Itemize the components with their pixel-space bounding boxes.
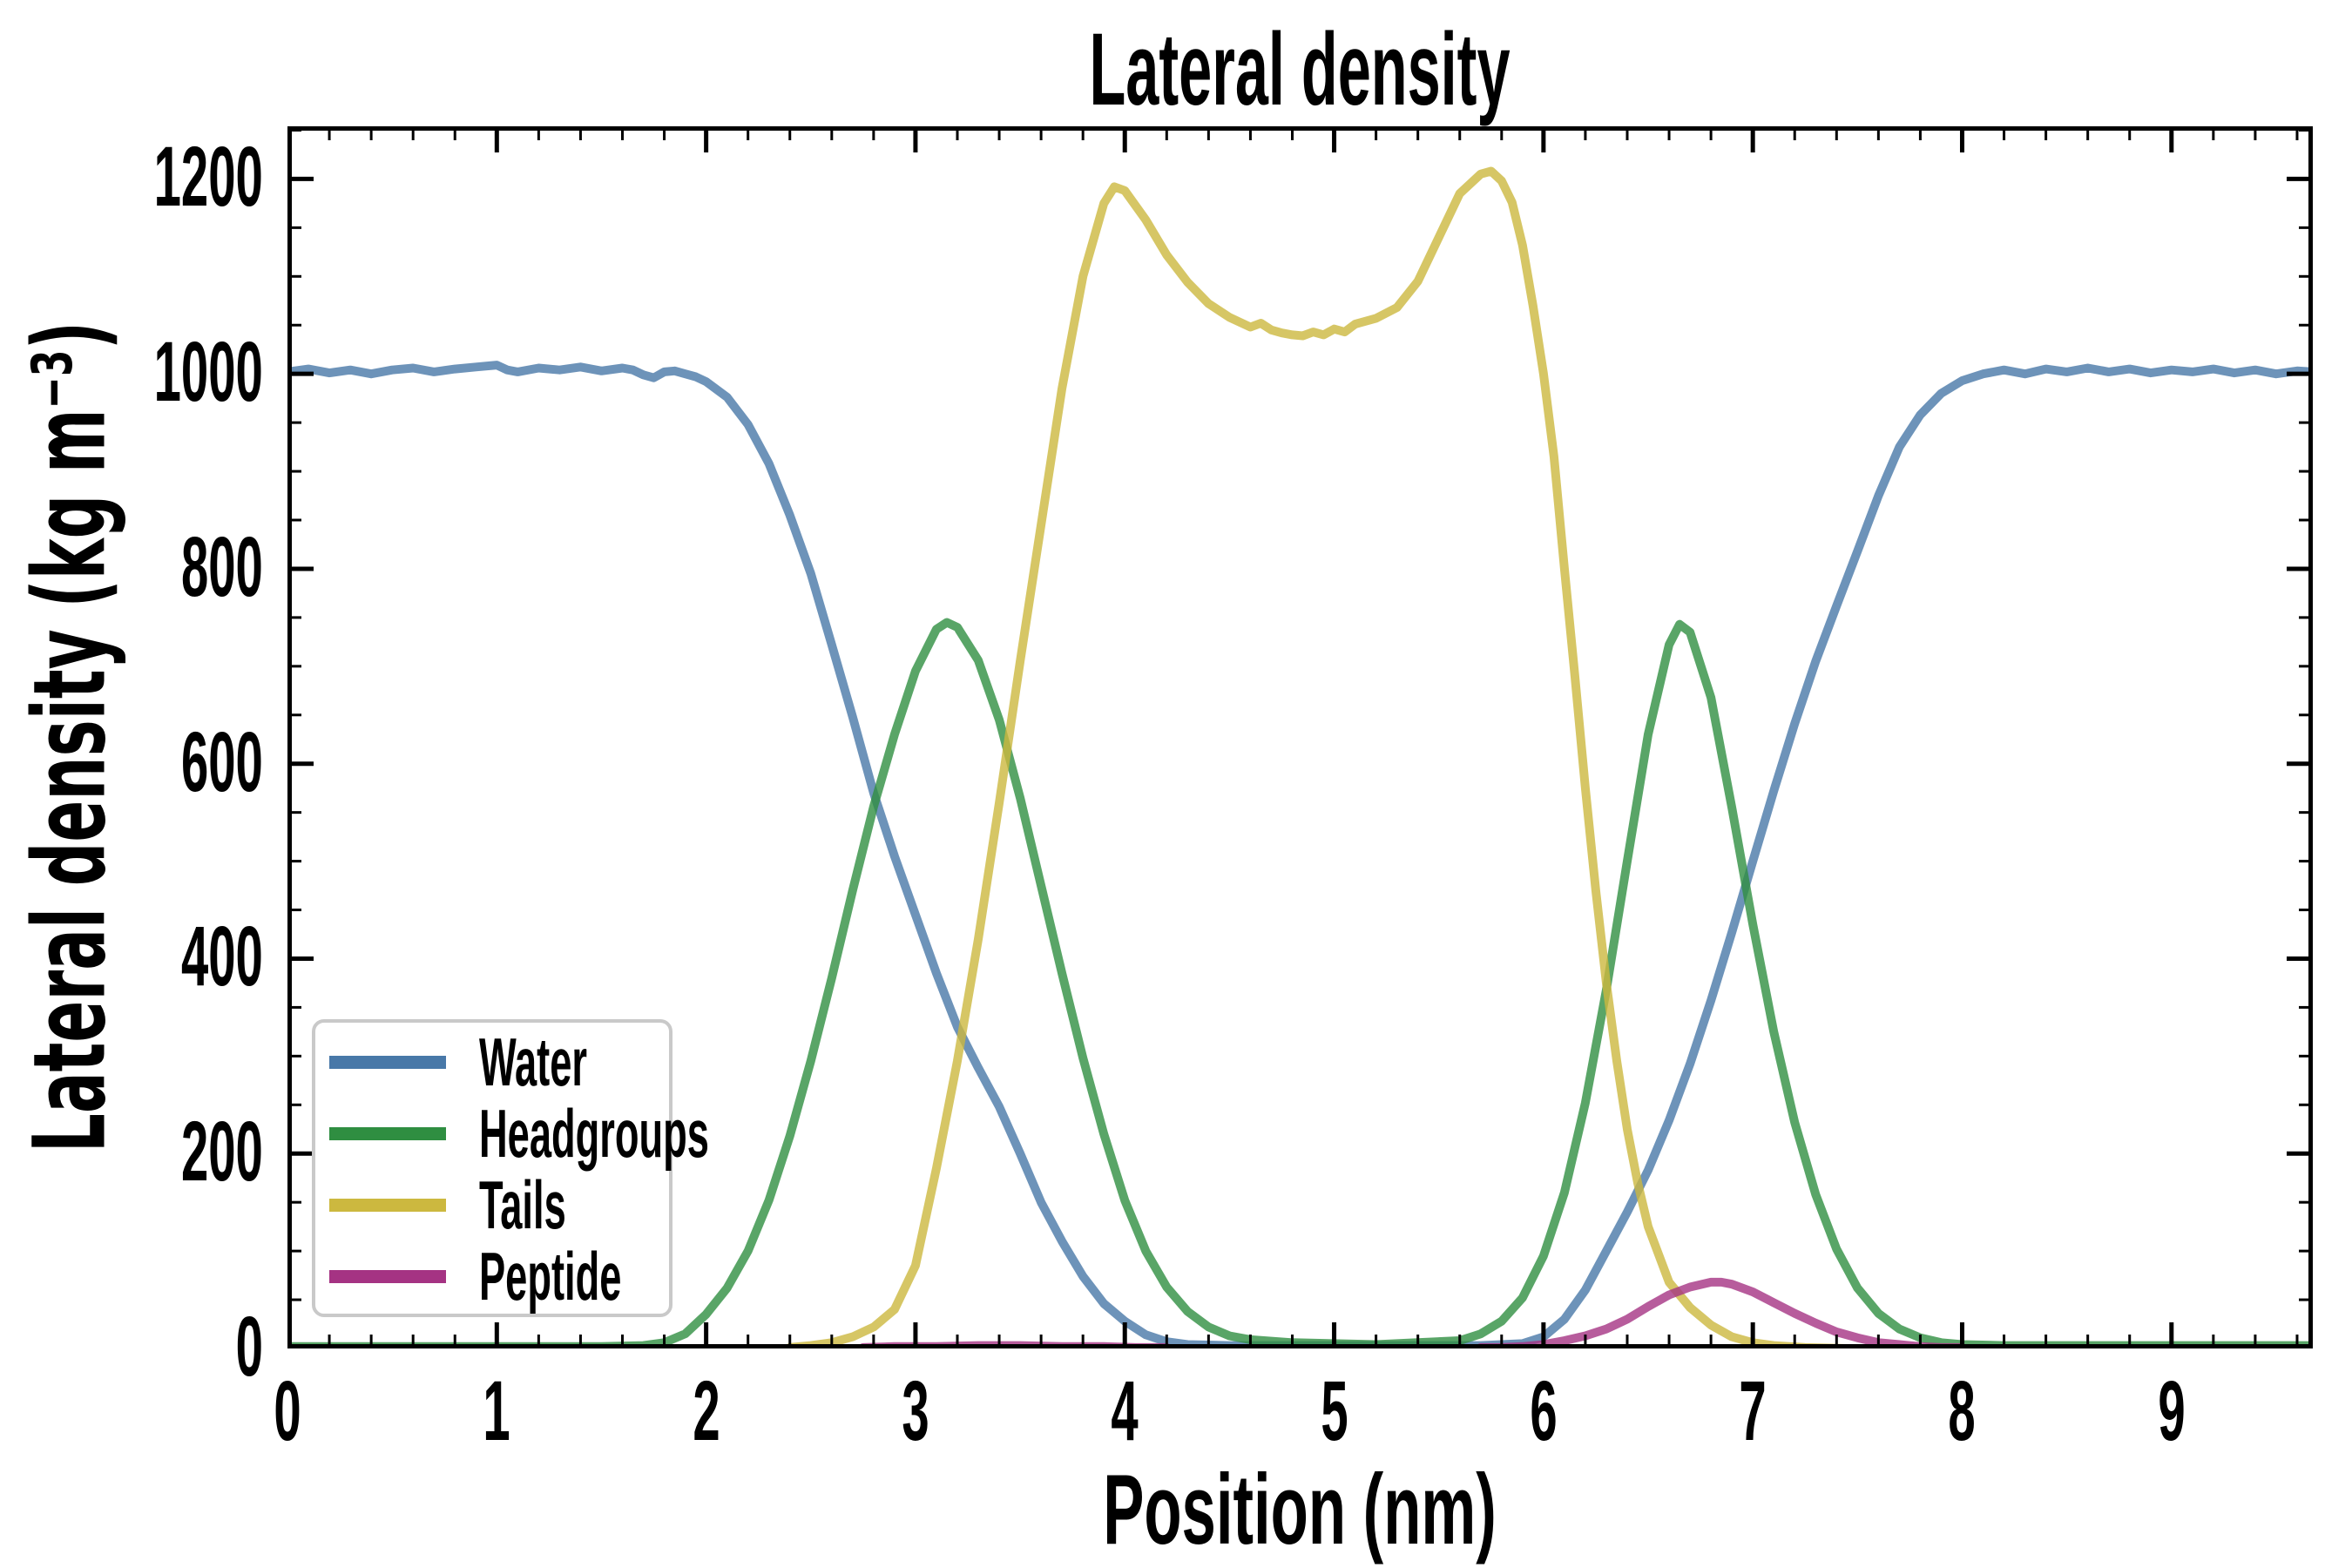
legend-label-text: Water [479,1023,588,1100]
plot-area [287,126,2313,1348]
x-tick-label: 2 [683,1362,730,1460]
y-tick-label: 400 [122,908,263,1005]
y-tick-label: 600 [122,713,263,810]
legend: Water Headgroups Tails Peptide [312,1019,709,1317]
y-tick-label: 200 [122,1103,263,1200]
legend-item-tails: Tails [329,1166,669,1243]
y-tick-label-text: 400 [181,909,263,1004]
curves-layer [287,166,2313,1348]
peptide-curve [1476,1277,1967,1348]
x-tick-label: 7 [1729,1362,1776,1460]
x-tick-label-text: 7 [1739,1363,1767,1458]
y-tick-label: 1000 [75,323,263,421]
x-tick-label-text: 6 [1530,1363,1558,1458]
legend-label: Water [479,1023,666,1102]
tails-curve [785,166,1852,1348]
x-tick-label: 6 [1520,1362,1567,1460]
x-tick-label: 0 [264,1362,311,1460]
y-tick-label-text: 800 [181,518,263,614]
legend-item-water: Water [329,1024,669,1100]
y-axis-label-text: Lateral density (kg m⁻³) [11,321,128,1153]
legend-label-text: Peptide [479,1237,622,1315]
x-tick-label-text: 1 [483,1363,510,1458]
water-legend-swatch [329,1055,446,1069]
tails-legend-swatch [329,1198,446,1212]
x-tick-label: 3 [892,1362,939,1460]
x-tick-label: 1 [473,1362,520,1460]
headgroups-legend-swatch [329,1126,446,1140]
y-tick-label-text: 600 [181,713,263,809]
y-tick-label: 1200 [75,128,263,226]
x-tick-label-text: 3 [902,1363,929,1458]
y-axis-label: Lateral density (kg m⁻³) [12,67,128,1408]
x-tick-label-text: 5 [1320,1363,1348,1458]
x-tick-label: 8 [1938,1362,1985,1460]
y-tick-label-text: 1200 [153,129,263,225]
y-tick-label-text: 200 [181,1103,263,1199]
x-tick-label: 5 [1311,1362,1358,1460]
plot-title: Lateral density [937,12,1663,127]
x-axis-label-text: Position (nm) [1103,1455,1497,1565]
plot-spines [287,126,2313,1348]
x-axis-label: Position (nm) [983,1453,1617,1567]
x-tick-label-text: 9 [2158,1363,2186,1458]
x-tick-label: 9 [2148,1362,2195,1460]
legend-label-text: Tails [479,1166,566,1243]
x-tick-label-text: 2 [692,1363,720,1458]
legend-label: Headgroups [479,1094,875,1173]
legend-label: Tails [479,1166,629,1245]
y-tick-label-text: 1000 [153,323,263,419]
water-curve [287,361,2313,1348]
x-tick-label-text: 8 [1948,1363,1977,1458]
x-tick-label: 4 [1101,1362,1148,1460]
x-tick-label-text: 0 [274,1363,301,1458]
legend-item-peptide: Peptide [329,1238,669,1315]
y-tick-label: 0 [216,1298,263,1396]
peptide-legend-swatch [329,1269,446,1283]
legend-label-text: Headgroups [479,1094,709,1172]
legend-item-headgroups: Headgroups [329,1095,709,1172]
y-tick-label-text: 0 [235,1298,263,1394]
y-tick-label: 800 [122,518,263,616]
x-tick-label-text: 4 [1111,1363,1139,1458]
legend-label: Peptide [479,1237,725,1316]
plot-title-text: Lateral density [1089,12,1511,127]
